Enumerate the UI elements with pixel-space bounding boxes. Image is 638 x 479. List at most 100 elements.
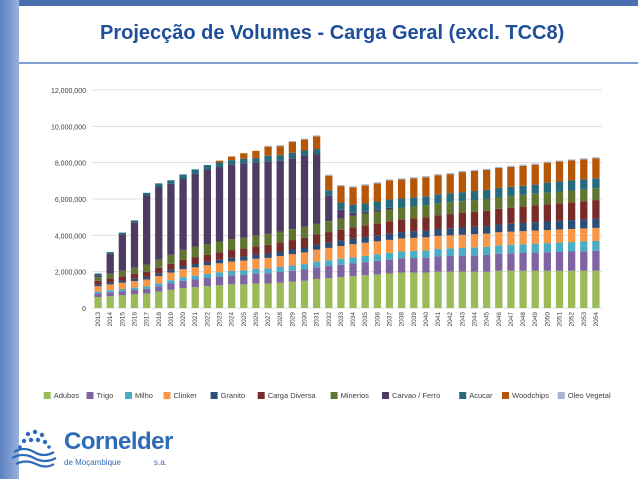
bar-segment: [179, 259, 187, 267]
bar-segment: [203, 169, 211, 245]
bar-segment: [106, 252, 114, 254]
bar-segment: [349, 215, 357, 228]
bar-segment: [446, 202, 454, 215]
bar-segment: [276, 155, 284, 161]
bar-segment: [276, 160, 284, 232]
bar-segment: [167, 280, 175, 284]
bar-segment: [531, 163, 539, 165]
bar-segment: [422, 196, 430, 206]
bar-segment: [531, 164, 539, 185]
bar-segment: [252, 254, 260, 259]
bar-segment: [300, 139, 309, 151]
globe-logo-icon: [11, 429, 57, 468]
bar-segment: [300, 150, 309, 156]
bar-segment: [592, 157, 600, 159]
page-title: Projecção de Volumes - Carga Geral (excl…: [100, 22, 565, 44]
x-tick-label: 2016: [132, 312, 139, 327]
bar-segment: [203, 265, 211, 275]
bar-segment: [580, 158, 588, 160]
bar-segment: [361, 242, 369, 256]
bar-segment: [555, 270, 564, 308]
bar-segment: [179, 174, 187, 180]
x-tick-label: 2033: [338, 312, 345, 327]
bar-segment: [495, 187, 503, 198]
x-tick-label: 2048: [520, 312, 527, 327]
x-tick-label: 2043: [459, 312, 466, 327]
bar-segment: [94, 273, 102, 276]
bar-segment: [203, 254, 211, 262]
bar-segment: [130, 290, 139, 295]
bar-segment: [240, 237, 248, 249]
bar-segment: [337, 202, 345, 210]
bar-segment: [410, 272, 418, 308]
bar-segment: [495, 208, 503, 225]
bar-segment: [325, 190, 333, 196]
bar-segment: [434, 174, 442, 176]
bar-segment: [349, 276, 357, 308]
bar-segment: [288, 152, 296, 159]
bar-segment: [215, 167, 224, 242]
bar-segment: [313, 278, 321, 308]
bar-segment: [592, 227, 600, 241]
x-tick-label: 2049: [532, 312, 539, 327]
legend-label: Oleo Vegetal: [568, 391, 611, 400]
bar-segment: [543, 161, 551, 163]
bar-segment: [592, 270, 600, 308]
bar-segment: [130, 220, 139, 223]
bar-segment: [191, 275, 199, 280]
bar-segment: [252, 283, 260, 308]
bar-segment: [543, 192, 551, 205]
bar-segment: [228, 250, 236, 258]
x-tick-label: 2042: [447, 312, 454, 327]
bar-segment: [519, 194, 527, 207]
bar-segment: [325, 266, 333, 279]
bar-segment: [410, 218, 418, 232]
bar-segment: [337, 246, 345, 259]
bar-segment: [446, 228, 454, 236]
legend-label: Trigo: [97, 391, 114, 400]
bar-segment: [191, 264, 199, 268]
bar-segment: [155, 273, 163, 277]
bar-segment: [155, 187, 163, 260]
x-tick-label: 2014: [107, 312, 114, 327]
bar-segment: [203, 274, 211, 279]
x-tick-label: 2045: [484, 312, 491, 327]
bar-segment: [555, 220, 564, 230]
bar-segment: [313, 261, 321, 268]
bar-segment: [228, 270, 236, 276]
bar-segment: [543, 182, 551, 193]
bar-segment: [458, 271, 466, 308]
bar-segment: [568, 251, 576, 271]
bar-segment: [276, 251, 284, 257]
bar-segment: [519, 270, 527, 308]
bar-segment: [325, 175, 333, 191]
bar-segment: [240, 256, 248, 261]
bar-segment: [228, 284, 236, 308]
bar-segment: [276, 272, 284, 283]
bar-segment: [531, 243, 539, 253]
bar-segment: [373, 201, 381, 210]
bar-segment: [264, 155, 272, 162]
bar-segment: [191, 279, 199, 288]
bar-segment: [446, 248, 454, 257]
bar-segment: [483, 254, 491, 272]
bar-segment: [276, 146, 284, 156]
bar-segment: [361, 262, 369, 276]
bar-segment: [543, 162, 551, 183]
bar-segment: [580, 228, 588, 242]
bar-segment: [434, 256, 442, 272]
legend-swatch: [330, 392, 338, 399]
bar-segment: [130, 267, 139, 275]
bar-segment: [531, 252, 539, 271]
bar-segment: [458, 212, 466, 228]
bar-segment: [325, 278, 333, 308]
bar-segment: [300, 226, 309, 238]
bar-segment: [495, 232, 503, 246]
bar-segment: [313, 234, 321, 245]
bar-segment: [143, 288, 151, 294]
bar-segment: [106, 296, 114, 308]
bar-segment: [94, 280, 102, 285]
bar-segment: [240, 163, 248, 238]
x-tick-label: 2039: [411, 312, 418, 327]
x-tick-label: 2021: [192, 312, 199, 327]
